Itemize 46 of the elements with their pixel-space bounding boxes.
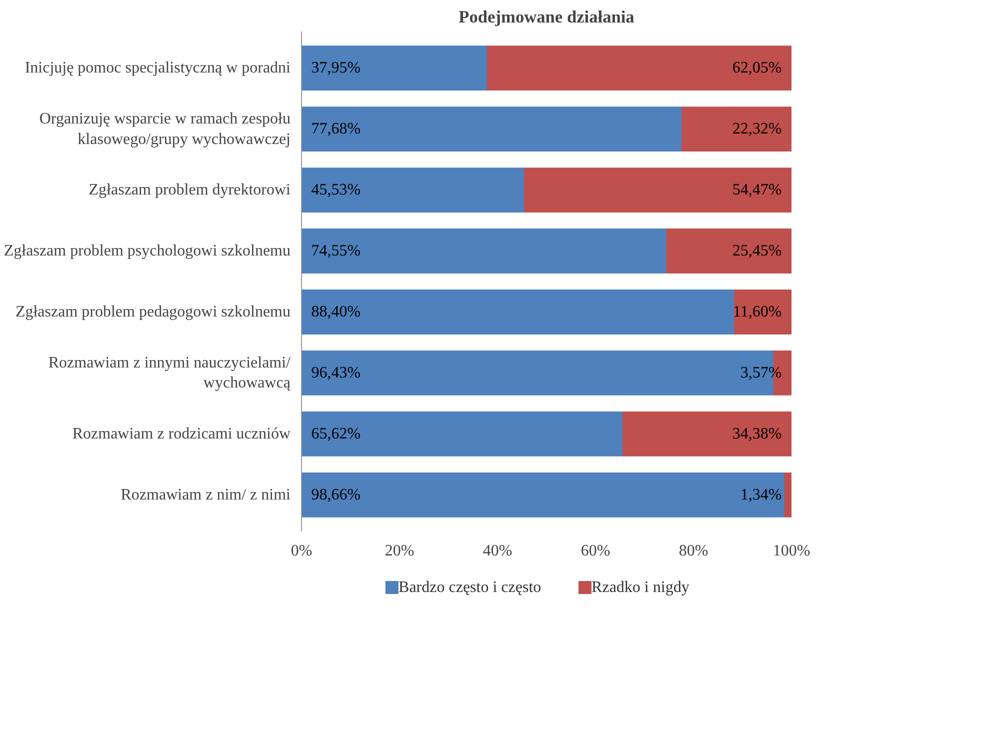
x-tick-label: 80%	[678, 542, 708, 560]
data-label: 77,68%	[311, 120, 361, 138]
chart-title: Podejmowane działania	[458, 8, 635, 26]
y-tick-label: Organizuję wsparcie w ramach zespołu klasowego/grupy wychowawczej	[39, 110, 291, 148]
bar	[302, 411, 624, 456]
bar	[302, 472, 786, 518]
data-label: 25,45%	[732, 242, 782, 260]
bar	[666, 228, 792, 274]
x-tick-label: 100%	[772, 542, 810, 560]
y-tick-label: Zgłaszam problem pedagogowi szkolnemu	[15, 303, 291, 320]
data-label: 96,43%	[311, 364, 361, 382]
data-label: 37,95%	[311, 60, 361, 77]
data-label: 65,62%	[311, 425, 361, 442]
y-tick-label: Rozmawiam z innymi nauczycielami/ wychowawcą	[48, 354, 292, 392]
x-tick-label: 60%	[580, 542, 610, 560]
bar	[784, 472, 792, 518]
y-tick-label: Zgłaszam problem dyrektorowi	[88, 182, 292, 199]
data-label: 45,53%	[311, 182, 361, 199]
data-label: 11,60%	[732, 303, 782, 320]
data-label: 62,05%	[732, 60, 782, 77]
legend-label: Rzadko i nigdy	[592, 579, 690, 596]
bar	[302, 228, 668, 274]
bar	[302, 46, 488, 91]
y-tick-label: Zgłaszam problem psychologowi szkolnemu	[4, 242, 290, 260]
data-label: 1,34%	[740, 486, 782, 504]
data-label: 22,32%	[732, 120, 782, 138]
data-label: 98,66%	[311, 486, 361, 504]
bar	[302, 290, 736, 334]
bar	[302, 106, 683, 152]
bar	[486, 46, 792, 91]
bar	[622, 411, 792, 456]
x-tick-label: 20%	[384, 542, 414, 560]
data-label: 88,40%	[311, 303, 361, 320]
data-label: 54,47%	[732, 182, 782, 199]
bar	[524, 168, 792, 212]
bar	[682, 106, 792, 152]
bar	[302, 168, 526, 212]
legend-label: Bardzo często i często	[398, 579, 542, 596]
x-tick-label: 40%	[482, 542, 512, 560]
y-tick-label: Rozmawiam z rodzicami uczniów	[72, 425, 291, 442]
y-tick-label: Rozmawiam z nim/ z nimi	[120, 486, 292, 504]
y-tick-label: Inicjuję pomoc specjalistyczną w poradni	[24, 60, 292, 77]
data-label: 74,55%	[311, 242, 361, 260]
bar	[734, 290, 792, 334]
x-tick-label: 0%	[290, 542, 312, 560]
data-label: 34,38%	[732, 425, 782, 442]
